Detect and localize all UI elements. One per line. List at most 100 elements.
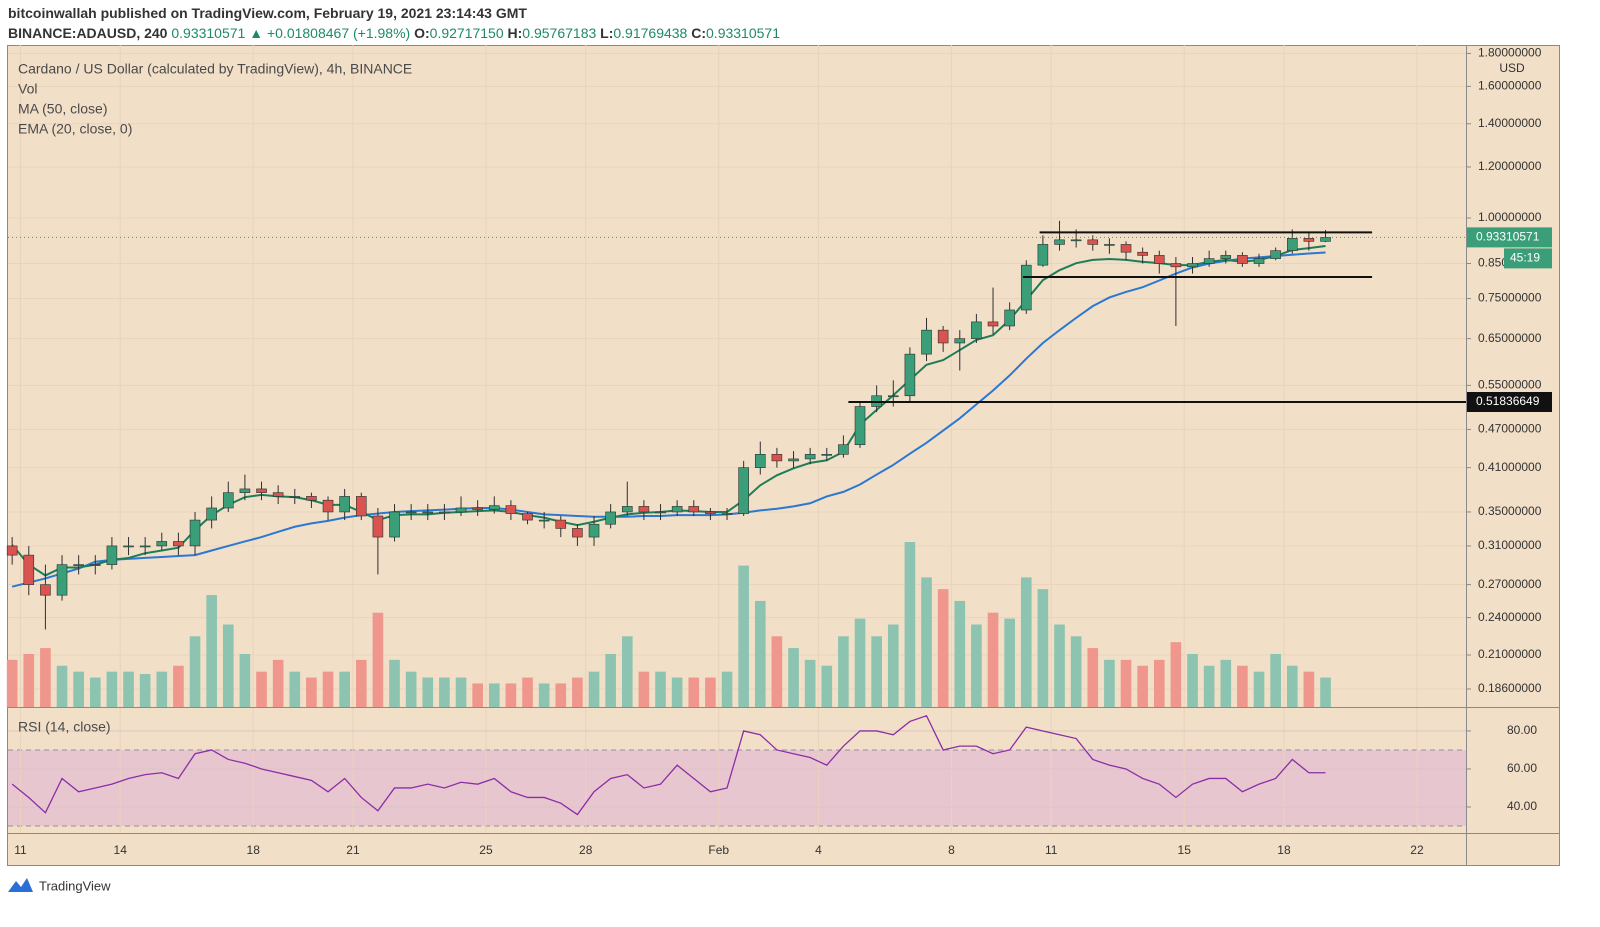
volume-bar: [455, 677, 467, 707]
volume-bar: [1320, 677, 1331, 707]
candle-body: [771, 454, 783, 462]
x-tick-label: 11: [1045, 843, 1058, 857]
volume-bar: [23, 653, 35, 707]
candle-body: [671, 506, 683, 513]
y-tick-label: 0.24000000: [1478, 610, 1542, 624]
candle-body: [971, 321, 982, 339]
volume-bar: [355, 659, 367, 707]
volume-bar: [339, 671, 350, 707]
candle-body: [405, 511, 417, 514]
candle-body: [788, 458, 799, 462]
candle-body: [538, 519, 550, 522]
volume-bar: [505, 683, 517, 707]
candle-body: [1270, 250, 1281, 259]
candle-body: [721, 513, 733, 515]
y-tick-label: 0.55000000: [1478, 378, 1542, 392]
candle-body: [937, 329, 949, 344]
ohlc-value: 0.92717150: [430, 25, 504, 41]
volume-bar: [838, 636, 849, 707]
candle-body: [455, 507, 467, 513]
candle-body: [522, 513, 533, 521]
y-tick-label: 1.00000000: [1478, 210, 1542, 224]
volume-bar: [1070, 636, 1082, 707]
volume-bar: [821, 665, 833, 707]
volume-bar: [522, 677, 533, 707]
volume-bar: [854, 618, 866, 707]
volume-bar: [1270, 653, 1281, 707]
candle-body: [1087, 239, 1099, 245]
volume-bar: [605, 653, 616, 707]
x-tick-label: 28: [579, 843, 593, 857]
candle-body: [1104, 244, 1115, 246]
candle-body: [372, 515, 384, 538]
volume-bar: [156, 671, 168, 707]
candle-body: [389, 511, 400, 538]
volume-bar: [638, 671, 650, 707]
volume-bar: [488, 683, 500, 707]
volume-bar: [372, 612, 384, 707]
symbol-line: BINANCE:ADAUSD, 240 0.93310571 ▲ +0.0180…: [8, 25, 780, 41]
candle-body: [306, 496, 317, 501]
brand: TradingView: [39, 878, 111, 893]
x-tick-label: 4: [815, 843, 822, 857]
volume-bar: [189, 636, 201, 707]
volume-bar: [1120, 659, 1132, 707]
axis-unit: USD: [1499, 61, 1525, 75]
volume-bar: [389, 659, 400, 707]
candle-body: [887, 395, 899, 398]
candle-body: [322, 499, 334, 513]
volume-bar: [655, 671, 666, 707]
volume-bar: [405, 671, 417, 707]
candle-body: [804, 454, 816, 460]
candle-body: [206, 507, 217, 521]
candle-body: [189, 519, 201, 547]
rsi-legend: RSI (14, close): [18, 719, 111, 735]
volume-bar: [272, 659, 284, 707]
volume-bar: [1104, 659, 1115, 707]
x-tick-label: 18: [247, 843, 261, 857]
candle-body: [40, 584, 51, 596]
volume-bar: [971, 624, 982, 707]
candle-body: [73, 564, 84, 566]
volume-bar: [89, 677, 101, 707]
volume-bar: [256, 671, 267, 707]
volume-bar: [222, 624, 234, 707]
volume-bar: [123, 671, 134, 707]
ohlc-value: 0.91769438: [613, 25, 687, 41]
volume-bar: [771, 636, 783, 707]
candle-body: [621, 506, 633, 513]
volume-bar: [173, 665, 184, 707]
ohlc-key: O:: [414, 25, 430, 41]
logo-shape: [8, 878, 33, 892]
y-tick-label: 0.31000000: [1478, 538, 1542, 552]
x-tick-label: 21: [346, 843, 360, 857]
volume-bar: [289, 671, 301, 707]
volume-bar: [106, 671, 118, 707]
volume-bar: [788, 648, 799, 707]
candle-body: [1170, 263, 1182, 268]
volume-bar: [1153, 659, 1165, 707]
ohlc-key: H:: [508, 25, 523, 41]
volume-bar: [306, 677, 317, 707]
candle-body: [1070, 239, 1082, 242]
candle-body: [89, 564, 101, 566]
y-tick-label: 80.00: [1507, 723, 1537, 737]
candle-body: [1220, 255, 1232, 259]
candle-body: [1187, 263, 1198, 268]
candle-body: [6, 545, 18, 556]
candle-body: [239, 488, 251, 493]
volume-bar: [206, 595, 217, 707]
volume-bar: [921, 577, 932, 707]
countdown-label: 45:19: [1510, 251, 1540, 265]
candle-body: [572, 528, 583, 538]
candle-body: [954, 338, 966, 344]
volume-bar: [555, 683, 567, 707]
candle-body: [472, 507, 483, 510]
candle-body: [106, 545, 118, 565]
candle-body: [1303, 238, 1315, 242]
candle-body: [488, 505, 500, 510]
volume-bar: [1303, 671, 1315, 707]
rsi-band: [8, 749, 1466, 826]
publisher-line: bitcoinwallah published on TradingView.c…: [8, 5, 527, 21]
y-tick-label: 0.35000000: [1478, 504, 1542, 518]
